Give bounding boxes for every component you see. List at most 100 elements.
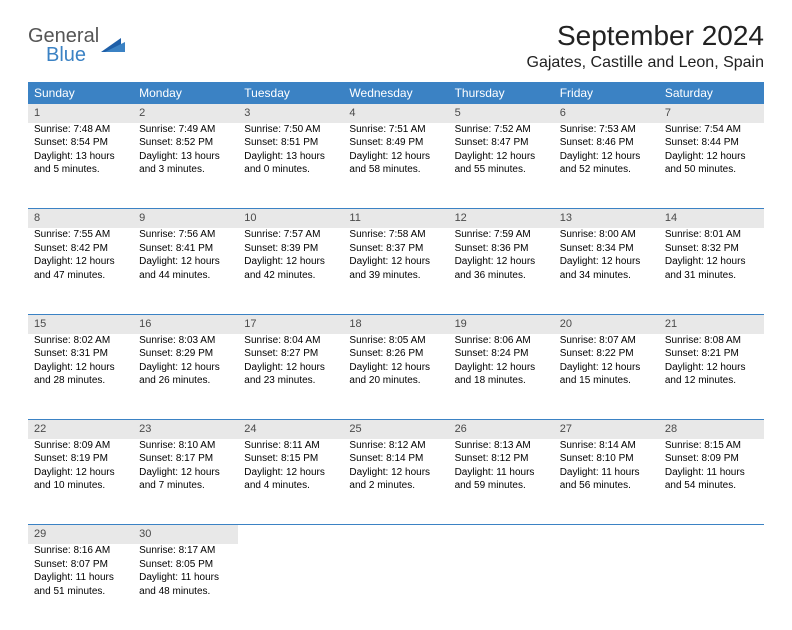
day-cell: Sunrise: 7:59 AMSunset: 8:36 PMDaylight:… xyxy=(449,228,554,314)
day-ss: Sunset: 8:29 PM xyxy=(139,347,232,361)
day-d1: Daylight: 12 hours xyxy=(560,255,653,269)
month-title: September 2024 xyxy=(527,20,764,52)
day-sr: Sunrise: 7:53 AM xyxy=(560,123,653,137)
day-ss: Sunset: 8:39 PM xyxy=(244,242,337,256)
day-number xyxy=(449,525,554,544)
day-number: 9 xyxy=(133,209,238,228)
day-sr: Sunrise: 8:07 AM xyxy=(560,334,653,348)
day-cell: Sunrise: 7:57 AMSunset: 8:39 PMDaylight:… xyxy=(238,228,343,314)
week-row: Sunrise: 8:09 AMSunset: 8:19 PMDaylight:… xyxy=(28,439,764,525)
day-number: 24 xyxy=(238,420,343,439)
day-d2: and 5 minutes. xyxy=(34,163,127,177)
day-d2: and 58 minutes. xyxy=(349,163,442,177)
day-ss: Sunset: 8:09 PM xyxy=(665,452,758,466)
day-ss: Sunset: 8:47 PM xyxy=(455,136,548,150)
day-cell: Sunrise: 8:09 AMSunset: 8:19 PMDaylight:… xyxy=(28,439,133,525)
col-friday: Friday xyxy=(554,82,659,104)
day-d1: Daylight: 12 hours xyxy=(665,361,758,375)
day-ss: Sunset: 8:26 PM xyxy=(349,347,442,361)
day-cell: Sunrise: 8:01 AMSunset: 8:32 PMDaylight:… xyxy=(659,228,764,314)
day-cell: Sunrise: 8:15 AMSunset: 8:09 PMDaylight:… xyxy=(659,439,764,525)
week-row: Sunrise: 7:48 AMSunset: 8:54 PMDaylight:… xyxy=(28,123,764,209)
day-number: 14 xyxy=(659,209,764,228)
day-ss: Sunset: 8:21 PM xyxy=(665,347,758,361)
day-d2: and 7 minutes. xyxy=(139,479,232,493)
day-d2: and 34 minutes. xyxy=(560,269,653,283)
day-d2: and 31 minutes. xyxy=(665,269,758,283)
day-sr: Sunrise: 8:04 AM xyxy=(244,334,337,348)
day-d1: Daylight: 13 hours xyxy=(34,150,127,164)
day-sr: Sunrise: 7:48 AM xyxy=(34,123,127,137)
day-d2: and 52 minutes. xyxy=(560,163,653,177)
day-number: 4 xyxy=(343,104,448,123)
day-sr: Sunrise: 8:12 AM xyxy=(349,439,442,453)
day-number: 21 xyxy=(659,314,764,333)
calendar-table: Sunday Monday Tuesday Wednesday Thursday… xyxy=(28,82,764,630)
day-d1: Daylight: 12 hours xyxy=(349,361,442,375)
daynum-row: 22232425262728 xyxy=(28,420,764,439)
day-number: 29 xyxy=(28,525,133,544)
day-sr: Sunrise: 7:58 AM xyxy=(349,228,442,242)
day-number: 10 xyxy=(238,209,343,228)
day-sr: Sunrise: 7:59 AM xyxy=(455,228,548,242)
day-number xyxy=(343,525,448,544)
day-sr: Sunrise: 8:08 AM xyxy=(665,334,758,348)
day-d1: Daylight: 12 hours xyxy=(349,150,442,164)
day-ss: Sunset: 8:31 PM xyxy=(34,347,127,361)
col-monday: Monday xyxy=(133,82,238,104)
day-d1: Daylight: 12 hours xyxy=(560,150,653,164)
day-number: 11 xyxy=(343,209,448,228)
day-sr: Sunrise: 8:02 AM xyxy=(34,334,127,348)
day-cell: Sunrise: 7:52 AMSunset: 8:47 PMDaylight:… xyxy=(449,123,554,209)
day-d2: and 55 minutes. xyxy=(455,163,548,177)
day-d2: and 59 minutes. xyxy=(455,479,548,493)
day-cell: Sunrise: 8:03 AMSunset: 8:29 PMDaylight:… xyxy=(133,334,238,420)
daynum-row: 1234567 xyxy=(28,104,764,123)
day-cell: Sunrise: 8:08 AMSunset: 8:21 PMDaylight:… xyxy=(659,334,764,420)
day-d2: and 51 minutes. xyxy=(34,585,127,599)
day-cell: Sunrise: 7:53 AMSunset: 8:46 PMDaylight:… xyxy=(554,123,659,209)
day-sr: Sunrise: 7:50 AM xyxy=(244,123,337,137)
day-d2: and 47 minutes. xyxy=(34,269,127,283)
day-number: 23 xyxy=(133,420,238,439)
day-d1: Daylight: 12 hours xyxy=(139,466,232,480)
day-d2: and 3 minutes. xyxy=(139,163,232,177)
day-d1: Daylight: 12 hours xyxy=(244,361,337,375)
day-d2: and 26 minutes. xyxy=(139,374,232,388)
day-d1: Daylight: 12 hours xyxy=(34,466,127,480)
day-cell: Sunrise: 8:07 AMSunset: 8:22 PMDaylight:… xyxy=(554,334,659,420)
day-number xyxy=(659,525,764,544)
day-number: 30 xyxy=(133,525,238,544)
title-block: September 2024 Gajates, Castille and Leo… xyxy=(527,20,764,72)
day-d1: Daylight: 12 hours xyxy=(34,361,127,375)
logo-part2: Blue xyxy=(46,45,99,65)
day-number: 6 xyxy=(554,104,659,123)
day-cell: Sunrise: 7:56 AMSunset: 8:41 PMDaylight:… xyxy=(133,228,238,314)
day-cell: Sunrise: 7:51 AMSunset: 8:49 PMDaylight:… xyxy=(343,123,448,209)
day-sr: Sunrise: 7:49 AM xyxy=(139,123,232,137)
day-ss: Sunset: 8:44 PM xyxy=(665,136,758,150)
daynum-row: 15161718192021 xyxy=(28,314,764,333)
day-d2: and 50 minutes. xyxy=(665,163,758,177)
day-d2: and 28 minutes. xyxy=(34,374,127,388)
day-sr: Sunrise: 8:00 AM xyxy=(560,228,653,242)
day-sr: Sunrise: 7:55 AM xyxy=(34,228,127,242)
day-number xyxy=(554,525,659,544)
day-ss: Sunset: 8:34 PM xyxy=(560,242,653,256)
day-d1: Daylight: 12 hours xyxy=(455,150,548,164)
day-number: 8 xyxy=(28,209,133,228)
day-d1: Daylight: 12 hours xyxy=(244,466,337,480)
col-sunday: Sunday xyxy=(28,82,133,104)
day-sr: Sunrise: 8:03 AM xyxy=(139,334,232,348)
day-d2: and 10 minutes. xyxy=(34,479,127,493)
day-sr: Sunrise: 7:57 AM xyxy=(244,228,337,242)
daynum-row: 891011121314 xyxy=(28,209,764,228)
week-row: Sunrise: 8:16 AMSunset: 8:07 PMDaylight:… xyxy=(28,544,764,630)
daynum-row: 2930 xyxy=(28,525,764,544)
day-number: 18 xyxy=(343,314,448,333)
day-cell: Sunrise: 8:06 AMSunset: 8:24 PMDaylight:… xyxy=(449,334,554,420)
col-wednesday: Wednesday xyxy=(343,82,448,104)
day-number: 5 xyxy=(449,104,554,123)
day-cell: Sunrise: 7:55 AMSunset: 8:42 PMDaylight:… xyxy=(28,228,133,314)
day-sr: Sunrise: 8:14 AM xyxy=(560,439,653,453)
